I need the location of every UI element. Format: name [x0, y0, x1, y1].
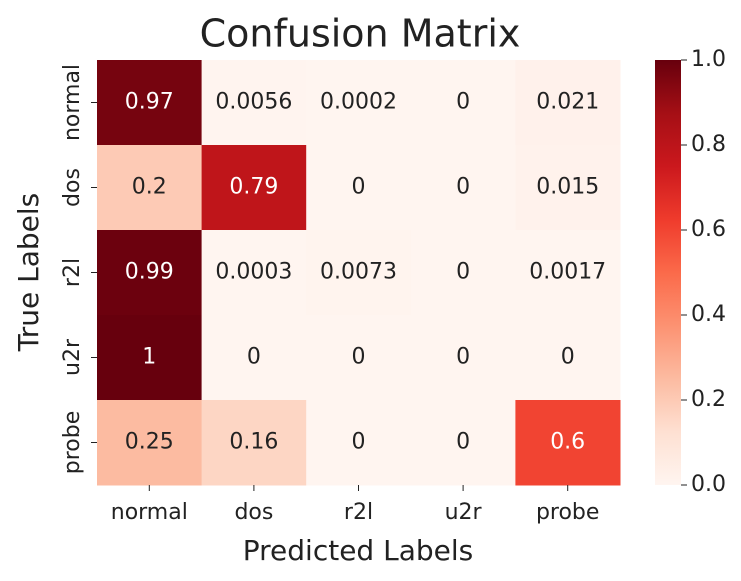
cell-label: 0.99 — [125, 260, 174, 285]
heatmap-cell — [410, 230, 516, 316]
cell-label: 0 — [456, 90, 470, 115]
cell-label: 0.79 — [229, 175, 278, 200]
cell-label: 0 — [456, 260, 470, 285]
colorbar-tick-label: 0.4 — [691, 302, 726, 327]
heatmap-cell — [410, 60, 516, 146]
y-tick-label: u2r — [60, 338, 85, 376]
heatmap-cell — [306, 315, 412, 401]
cell-label: 0.2 — [132, 175, 167, 200]
cell-label: 0.0003 — [215, 260, 292, 285]
x-tick-label: r2l — [344, 500, 373, 525]
colorbar-tick-label: 0.0 — [691, 472, 726, 497]
heatmap-cell — [201, 60, 307, 146]
heatmap-cell — [97, 60, 203, 146]
cell-label: 0 — [352, 175, 366, 200]
cell-label: 0.021 — [536, 90, 599, 115]
heatmap-cell — [410, 315, 516, 401]
cell-label: 0 — [247, 345, 261, 370]
heatmap-cell — [515, 145, 621, 231]
cell-label: 0.0073 — [320, 260, 397, 285]
x-tick-label: probe — [536, 500, 600, 525]
heatmap-cell — [306, 400, 412, 486]
heatmap-cell — [306, 60, 412, 146]
colorbar-tick-label: 0.8 — [691, 132, 726, 157]
heatmap-cell — [515, 315, 621, 401]
cell-label: 0.0017 — [529, 260, 606, 285]
colorbar-tick-label: 1.0 — [691, 47, 726, 72]
heatmap-cell — [306, 230, 412, 316]
cell-label: 0.0002 — [320, 90, 397, 115]
heatmap-cell — [306, 145, 412, 231]
heatmap-cell — [515, 400, 621, 486]
y-tick-label: r2l — [60, 258, 85, 287]
x-tick-label: dos — [234, 500, 273, 525]
heatmap-cell — [201, 230, 307, 316]
heatmap-cell — [97, 145, 203, 231]
heatmap-cell — [201, 400, 307, 486]
x-tick-label: u2r — [445, 500, 483, 525]
cell-label: 0.6 — [550, 430, 585, 455]
heatmap-cell — [97, 400, 203, 486]
cell-label: 0.97 — [125, 90, 174, 115]
cell-label: 0.015 — [536, 175, 599, 200]
y-tick-label: probe — [60, 411, 85, 475]
cell-label: 0.25 — [125, 430, 174, 455]
cell-label: 0 — [456, 175, 470, 200]
cell-label: 0 — [352, 345, 366, 370]
heatmap-cell — [97, 315, 203, 401]
y-tick-label: dos — [60, 168, 85, 207]
y-axis-label: True Labels — [12, 193, 45, 353]
cell-label: 0 — [456, 430, 470, 455]
heatmap-cell — [201, 145, 307, 231]
x-tick-label: normal — [111, 500, 188, 525]
y-tick-label: normal — [60, 64, 85, 141]
colorbar — [655, 60, 681, 485]
cell-label: 0 — [561, 345, 575, 370]
colorbar-tick-label: 0.2 — [691, 387, 726, 412]
cell-label: 0.0056 — [215, 90, 292, 115]
heatmap-cell — [410, 400, 516, 486]
cell-label: 0 — [456, 345, 470, 370]
cell-label: 0 — [352, 430, 366, 455]
cell-label: 0.16 — [229, 430, 278, 455]
heatmap-cell — [410, 145, 516, 231]
cell-label: 1 — [142, 345, 156, 370]
colorbar-tick-label: 0.6 — [691, 217, 726, 242]
heatmap-cell — [515, 230, 621, 316]
x-axis-label: Predicted Labels — [243, 534, 473, 567]
heatmap-cell — [201, 315, 307, 401]
heatmap-cell — [97, 230, 203, 316]
heatmap-cell — [515, 60, 621, 146]
chart-title: Confusion Matrix — [200, 12, 521, 56]
